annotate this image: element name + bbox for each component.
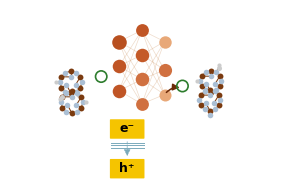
Point [212,101,217,104]
Point [73,83,78,86]
Point [70,90,74,93]
Point [199,104,203,107]
Point [213,82,217,85]
Point [140,102,144,105]
Point [63,90,68,93]
Point [80,81,84,84]
Point [79,95,84,98]
Point [199,85,204,88]
Point [202,90,207,93]
Point [65,103,70,106]
Point [59,101,63,104]
Point [199,75,204,78]
Point [75,110,80,113]
Point [202,108,207,111]
Point [217,85,222,88]
Point [203,101,208,104]
Point [64,110,69,113]
Point [140,78,144,81]
Point [64,91,69,94]
Text: h⁺: h⁺ [119,162,135,175]
Point [214,89,218,92]
Point [162,40,167,43]
Point [195,80,199,83]
Point [60,106,65,109]
Point [216,66,221,69]
Point [218,99,223,102]
Point [207,94,212,97]
Point [203,89,208,92]
Point [84,101,89,104]
Point [207,109,212,112]
Point [217,94,221,97]
Point [79,106,84,109]
Point [117,65,122,68]
Point [214,71,218,74]
Point [199,94,203,97]
FancyBboxPatch shape [110,159,145,178]
Point [54,81,59,84]
Point [59,75,64,78]
Point [162,93,167,96]
Point [74,90,79,93]
Point [207,88,212,91]
Point [57,97,62,100]
Point [198,80,203,83]
Point [209,75,213,78]
Point [58,81,62,84]
Point [60,95,65,98]
Point [140,53,144,56]
Point [207,113,212,116]
Point [209,69,213,72]
Point [74,103,79,106]
Point [78,75,83,78]
Point [117,89,122,92]
Point [204,82,209,85]
Point [162,68,167,71]
Point [213,90,217,93]
Point [140,29,144,32]
Point [60,95,65,98]
Point [217,104,221,107]
Point [69,92,73,95]
Point [78,86,83,89]
Point [76,93,81,96]
Point [63,71,68,74]
Point [203,71,208,74]
Point [219,80,224,83]
Text: e⁻: e⁻ [119,122,135,136]
Point [209,90,213,93]
Point [197,99,202,102]
Point [213,108,217,111]
Point [64,83,69,86]
Point [117,40,122,43]
Point [70,95,74,98]
Point [75,91,80,94]
Point [69,70,73,73]
FancyBboxPatch shape [110,119,145,139]
Point [59,86,64,89]
Point [217,75,222,78]
Point [69,75,73,78]
Point [216,64,221,67]
Point [81,101,85,104]
Point [70,112,74,115]
Point [74,71,79,74]
